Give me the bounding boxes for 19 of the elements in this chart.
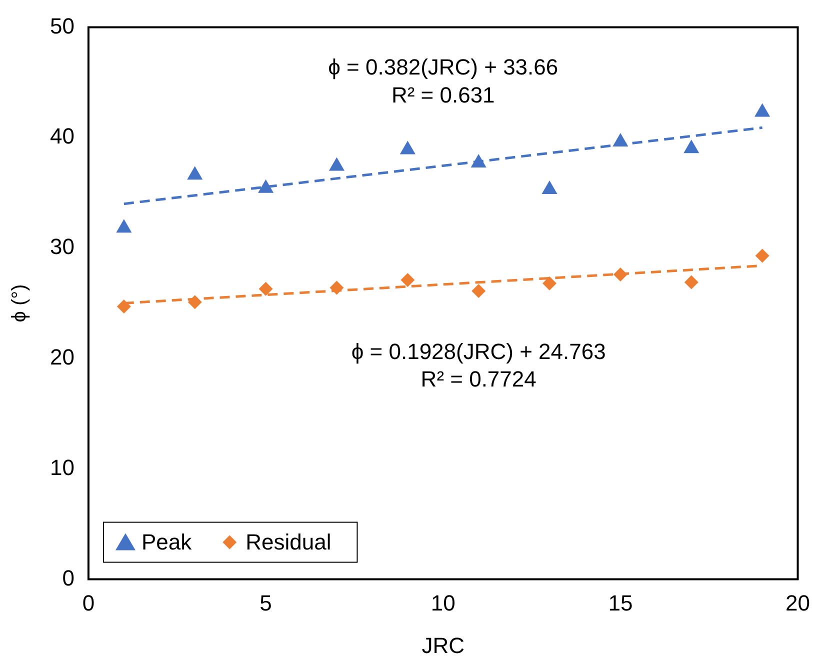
- y-tick-label: 20: [50, 344, 74, 370]
- legend-label: Residual: [246, 529, 332, 554]
- y-tick-label: 30: [50, 234, 74, 260]
- y-tick-label: 50: [50, 13, 74, 38]
- x-axis-title: JRC: [422, 632, 465, 658]
- x-tick-label: 20: [786, 590, 810, 616]
- annotation: R² = 0.7724: [420, 366, 536, 392]
- annotation: R² = 0.631: [391, 82, 495, 108]
- y-tick-label: 10: [50, 454, 74, 480]
- y-tick-label: 0: [62, 565, 74, 590]
- x-tick-label: 5: [260, 590, 272, 616]
- x-tick-label: 10: [430, 590, 456, 616]
- x-tick-label: 15: [608, 590, 633, 616]
- x-tick-label: 0: [82, 590, 95, 616]
- legend-label: Peak: [141, 529, 193, 554]
- annotation: ϕ = 0.1928(JRC) + 24.763: [351, 338, 606, 364]
- annotation: ϕ = 0.382(JRC) + 33.66: [328, 54, 558, 80]
- y-tick-label: 40: [50, 124, 74, 149]
- y-axis-title: ϕ (°): [8, 284, 31, 322]
